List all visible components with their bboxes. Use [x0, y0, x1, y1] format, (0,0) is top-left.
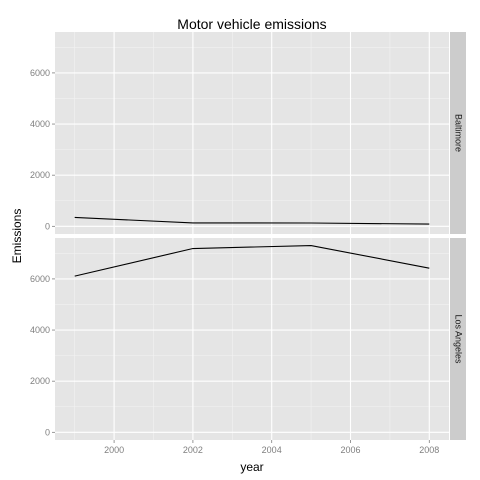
facet-strip	[450, 32, 466, 234]
y-tick-label: 4000	[30, 119, 50, 129]
facet-panels: 0 2000 4000 6000 Baltimore 0 2000 4000 6000 Los A…	[30, 32, 466, 440]
facet-panel-1: 0 2000 4000 6000 Los Angeles	[30, 238, 466, 440]
y-tick-label: 6000	[30, 68, 50, 78]
series-line-los-angeles	[74, 245, 430, 277]
y-tick-label: 0	[45, 427, 50, 437]
y-tick-label: 0	[45, 221, 50, 231]
chart-title: Motor vehicle emissions	[177, 16, 326, 32]
facet-strip	[450, 238, 466, 440]
y-tick-label: 2000	[30, 376, 50, 386]
x-tick-label: 2000	[104, 445, 124, 455]
facet-strip-label: Baltimore	[454, 114, 464, 152]
panel-background	[55, 32, 449, 234]
x-tick-label: 2006	[340, 445, 360, 455]
y-tick-label: 6000	[30, 274, 50, 284]
x-tick-label: 2004	[262, 445, 282, 455]
panel-background	[55, 238, 449, 440]
y-tick-label: 4000	[30, 325, 50, 335]
x-tick-label: 2002	[183, 445, 203, 455]
facet-strip-label: Los Angeles	[454, 314, 464, 364]
y-axis-label: Emissions	[10, 209, 24, 264]
series-line-baltimore	[74, 216, 430, 225]
y-tick-label: 2000	[30, 170, 50, 180]
facet-panel-0: 0 2000 4000 6000 Baltimore	[30, 32, 466, 234]
x-tick-label: 2008	[419, 445, 439, 455]
x-axis-label: year	[240, 460, 263, 474]
x-axis-ticks: 2000 2002 2004 2006 2008	[104, 440, 439, 455]
